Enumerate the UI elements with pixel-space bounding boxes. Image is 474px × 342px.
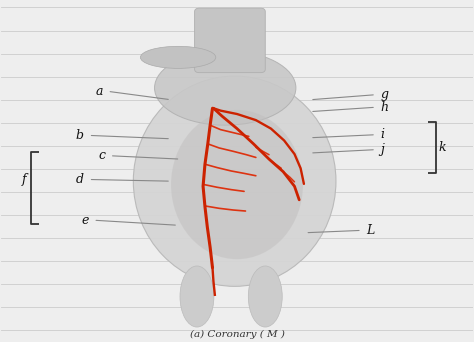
- Ellipse shape: [248, 266, 282, 327]
- Text: e: e: [81, 214, 89, 227]
- Text: i: i: [381, 128, 385, 141]
- Ellipse shape: [155, 51, 296, 125]
- Ellipse shape: [140, 46, 216, 68]
- Text: a: a: [95, 85, 103, 98]
- Text: f: f: [22, 173, 27, 186]
- Text: k: k: [438, 142, 446, 155]
- Text: L: L: [366, 224, 375, 237]
- Text: d: d: [76, 173, 84, 186]
- Ellipse shape: [171, 110, 303, 259]
- Ellipse shape: [133, 76, 336, 286]
- Text: j: j: [381, 143, 384, 156]
- Text: h: h: [381, 101, 389, 114]
- Ellipse shape: [180, 266, 214, 327]
- Text: g: g: [381, 88, 389, 101]
- Text: c: c: [98, 149, 105, 162]
- FancyBboxPatch shape: [195, 8, 265, 73]
- Text: (a) Coronary ( M ): (a) Coronary ( M ): [190, 330, 284, 339]
- Text: b: b: [76, 129, 84, 142]
